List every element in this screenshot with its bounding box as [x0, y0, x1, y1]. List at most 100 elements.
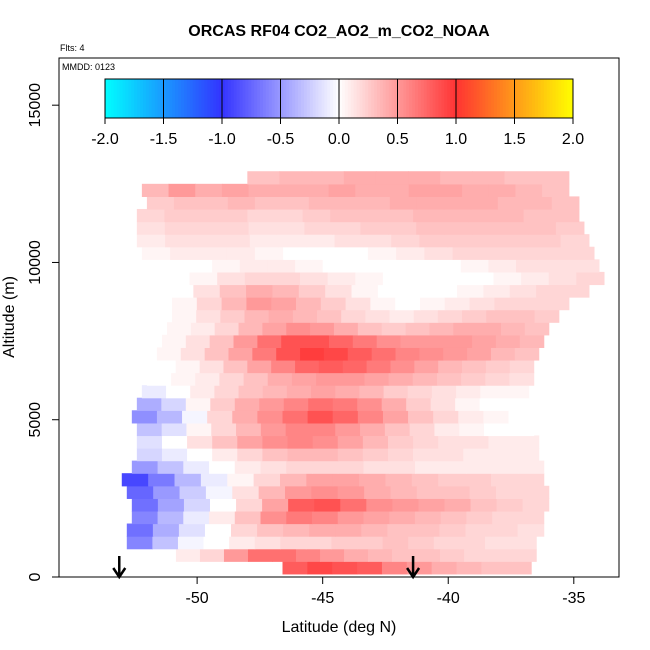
heatmap-cell [177, 536, 205, 550]
heatmap-cell [271, 297, 297, 311]
heatmap-cell [210, 397, 236, 411]
colorbar-swatch [192, 79, 197, 118]
heatmap-cell [532, 234, 562, 248]
heatmap-cell [410, 271, 439, 286]
colorbar-swatch [125, 79, 129, 118]
heatmap-cell [136, 234, 166, 248]
heatmap-cell [219, 372, 245, 386]
heatmap-cell [335, 196, 364, 210]
colorbar-swatch [248, 79, 252, 118]
colorbar-swatch [476, 79, 480, 118]
colorbar-tick-label: 2.0 [562, 131, 584, 148]
heatmap-cell [385, 473, 413, 487]
heatmap-cell [355, 183, 383, 197]
heatmap-cell [388, 372, 414, 386]
heatmap-cell [494, 297, 520, 311]
heatmap-cell [219, 284, 247, 298]
heatmap-cell [184, 259, 213, 273]
heatmap-cell [433, 410, 459, 424]
heatmap-cell [418, 498, 446, 512]
colorbar-swatch [529, 79, 533, 118]
colorbar-swatch [151, 79, 156, 118]
heatmap-cell [440, 460, 468, 474]
heatmap-cell [186, 422, 212, 437]
heatmap-cell [523, 208, 552, 223]
heatmap-cell [221, 183, 250, 197]
heatmap-cell [292, 309, 318, 323]
heatmap-cell [497, 196, 526, 210]
heatmap-cell [470, 196, 499, 210]
heatmap-cell [408, 410, 434, 424]
heatmap-cell [192, 208, 221, 223]
heatmap-cell [275, 183, 303, 197]
colorbar-swatch [385, 79, 390, 118]
heatmap-cell [234, 460, 262, 474]
heatmap-cell [301, 183, 330, 197]
heatmap-cell [286, 460, 313, 474]
colorbar-swatch [324, 79, 328, 118]
heatmap-cell [571, 259, 600, 273]
heatmap-cell [389, 309, 415, 323]
colorbar-swatch [488, 79, 492, 118]
heatmap-cell [231, 523, 258, 537]
heatmap-cell [362, 448, 389, 462]
heatmap-cell [543, 297, 570, 311]
colorbar-swatch [356, 79, 360, 118]
heatmap-cell [203, 536, 230, 550]
heatmap-cell [414, 359, 439, 374]
colorbar-swatch [224, 79, 229, 118]
colorbar-swatch [403, 79, 407, 118]
heatmap-cell [357, 322, 383, 336]
heatmap-cell [340, 498, 367, 512]
heatmap-cell [488, 183, 517, 197]
heatmap-cell [237, 448, 264, 462]
heatmap-cell [436, 372, 462, 386]
colorbar-swatch [432, 79, 437, 118]
heatmap-cell [247, 548, 273, 562]
heatmap-cell [365, 309, 391, 323]
heatmap-cell [257, 410, 284, 424]
heatmap-cell [438, 271, 467, 286]
heatmap-cell [248, 221, 278, 235]
heatmap-cell [193, 234, 223, 248]
heatmap-cell [131, 498, 159, 512]
heatmap-cell [431, 561, 458, 575]
heatmap-cell [306, 473, 334, 487]
heatmap-cell [409, 422, 436, 437]
heatmap-cell [332, 473, 360, 487]
heatmap-cell [260, 510, 287, 525]
heatmap-cell [543, 259, 572, 273]
heatmap-cell [196, 309, 221, 323]
colorbar-swatch [447, 79, 451, 118]
heatmap-cell [300, 347, 325, 361]
heatmap-cell [183, 498, 211, 512]
heatmap-cell [377, 259, 407, 273]
heatmap-cell [204, 523, 232, 537]
colorbar-swatch [318, 79, 322, 118]
heatmap-cell [391, 234, 420, 248]
colorbar-swatch [359, 79, 363, 118]
heatmap-cell [328, 183, 356, 197]
heatmap-cell [153, 485, 181, 499]
heatmap-cell [435, 183, 463, 197]
heatmap-cell [337, 510, 365, 525]
colorbar-swatch [280, 79, 284, 118]
heatmap-cell [444, 498, 472, 512]
colorbar-swatch [128, 79, 132, 118]
heatmap-cell [121, 473, 149, 487]
colorbar-swatch [333, 79, 337, 118]
colorbar-swatch [377, 79, 381, 118]
colorbar-swatch [485, 79, 489, 118]
heatmap-cell [161, 448, 188, 462]
colorbar-swatch [286, 79, 290, 118]
heatmap-cell [413, 208, 442, 223]
colorbar-swatch [198, 79, 203, 118]
heatmap-cell [522, 485, 550, 499]
heatmap-cell [280, 536, 307, 550]
heatmap-cell [363, 510, 390, 525]
y-tick-label: 15000 [27, 83, 44, 128]
colorbar-swatch [262, 79, 267, 118]
heatmap-cell [513, 435, 540, 449]
heatmap-cell [166, 322, 192, 336]
colorbar-swatch [157, 79, 162, 118]
